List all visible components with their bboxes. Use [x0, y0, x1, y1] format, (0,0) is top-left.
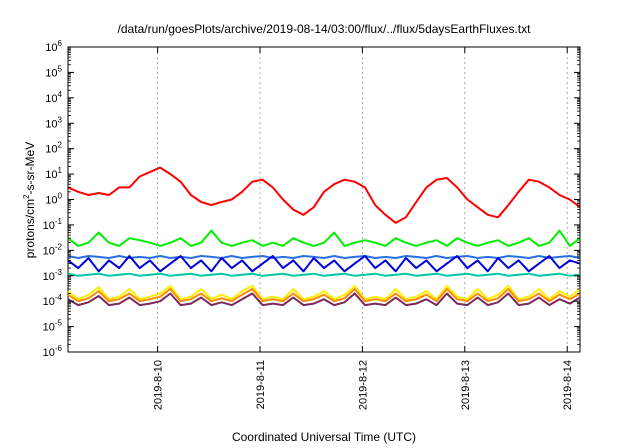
y-axis-label: protons/cm2-s-sr-MeV	[22, 142, 37, 258]
y-tick-label: 10-3	[43, 268, 63, 283]
y-axis-label-sup: 2	[22, 194, 31, 199]
x-tick-label: 2019-8-11	[255, 360, 267, 409]
y-axis-ticks: 10-6 10-5 10-4 10-3 10-2 10-1 100 101 102 103 104 1…	[43, 39, 580, 359]
series-line-6	[67, 284, 581, 301]
x-tick-label: 2019-8-13	[460, 360, 472, 410]
y-tick-label: 105	[45, 64, 62, 79]
y-tick-label: 10-1	[43, 217, 63, 232]
series-line-7	[67, 288, 581, 303]
x-axis-ticks: 2019-8-10 2019-8-11 2019-8-12 2019-8-13 2019…	[153, 47, 574, 410]
y-tick-label: 10-6	[43, 344, 63, 359]
y-tick-label: 104	[45, 90, 62, 105]
x-axis-label: Coordinated Universal Time (UTC)	[232, 430, 416, 444]
y-tick-label: 100	[45, 192, 62, 207]
plot-frame	[67, 46, 581, 353]
y-tick-label: 10-2	[43, 242, 63, 257]
y-axis-label-main: protons/cm	[23, 199, 37, 258]
series-line-8	[67, 292, 581, 307]
chart-title: /data/run/goesPlots/archive/2019-08-14/0…	[118, 22, 532, 36]
series-line-1	[67, 166, 581, 224]
plot-area: 10-6 10-5 10-4 10-3 10-2 10-1 100 101 102 103 104 1…	[43, 39, 581, 410]
y-tick-label: 106	[45, 39, 62, 54]
x-tick-label: 2019-8-14	[562, 360, 574, 410]
series-line-3	[67, 255, 581, 259]
x-tick-label: 2019-8-12	[357, 360, 369, 410]
y-tick-label: 101	[45, 166, 62, 181]
series-line-4	[67, 255, 581, 273]
grid-lines	[157, 47, 568, 352]
data-series	[67, 166, 581, 307]
series-line-5	[67, 272, 581, 277]
y-tick-label: 103	[45, 115, 62, 130]
y-tick-label: 10-5	[43, 319, 63, 334]
y-axis-label-rest: -s-sr-MeV	[23, 142, 37, 195]
x-tick-label: 2019-8-10	[153, 360, 165, 410]
y-tick-label: 102	[45, 141, 62, 156]
series-line-2	[67, 229, 581, 247]
y-tick-label: 10-4	[43, 293, 63, 308]
